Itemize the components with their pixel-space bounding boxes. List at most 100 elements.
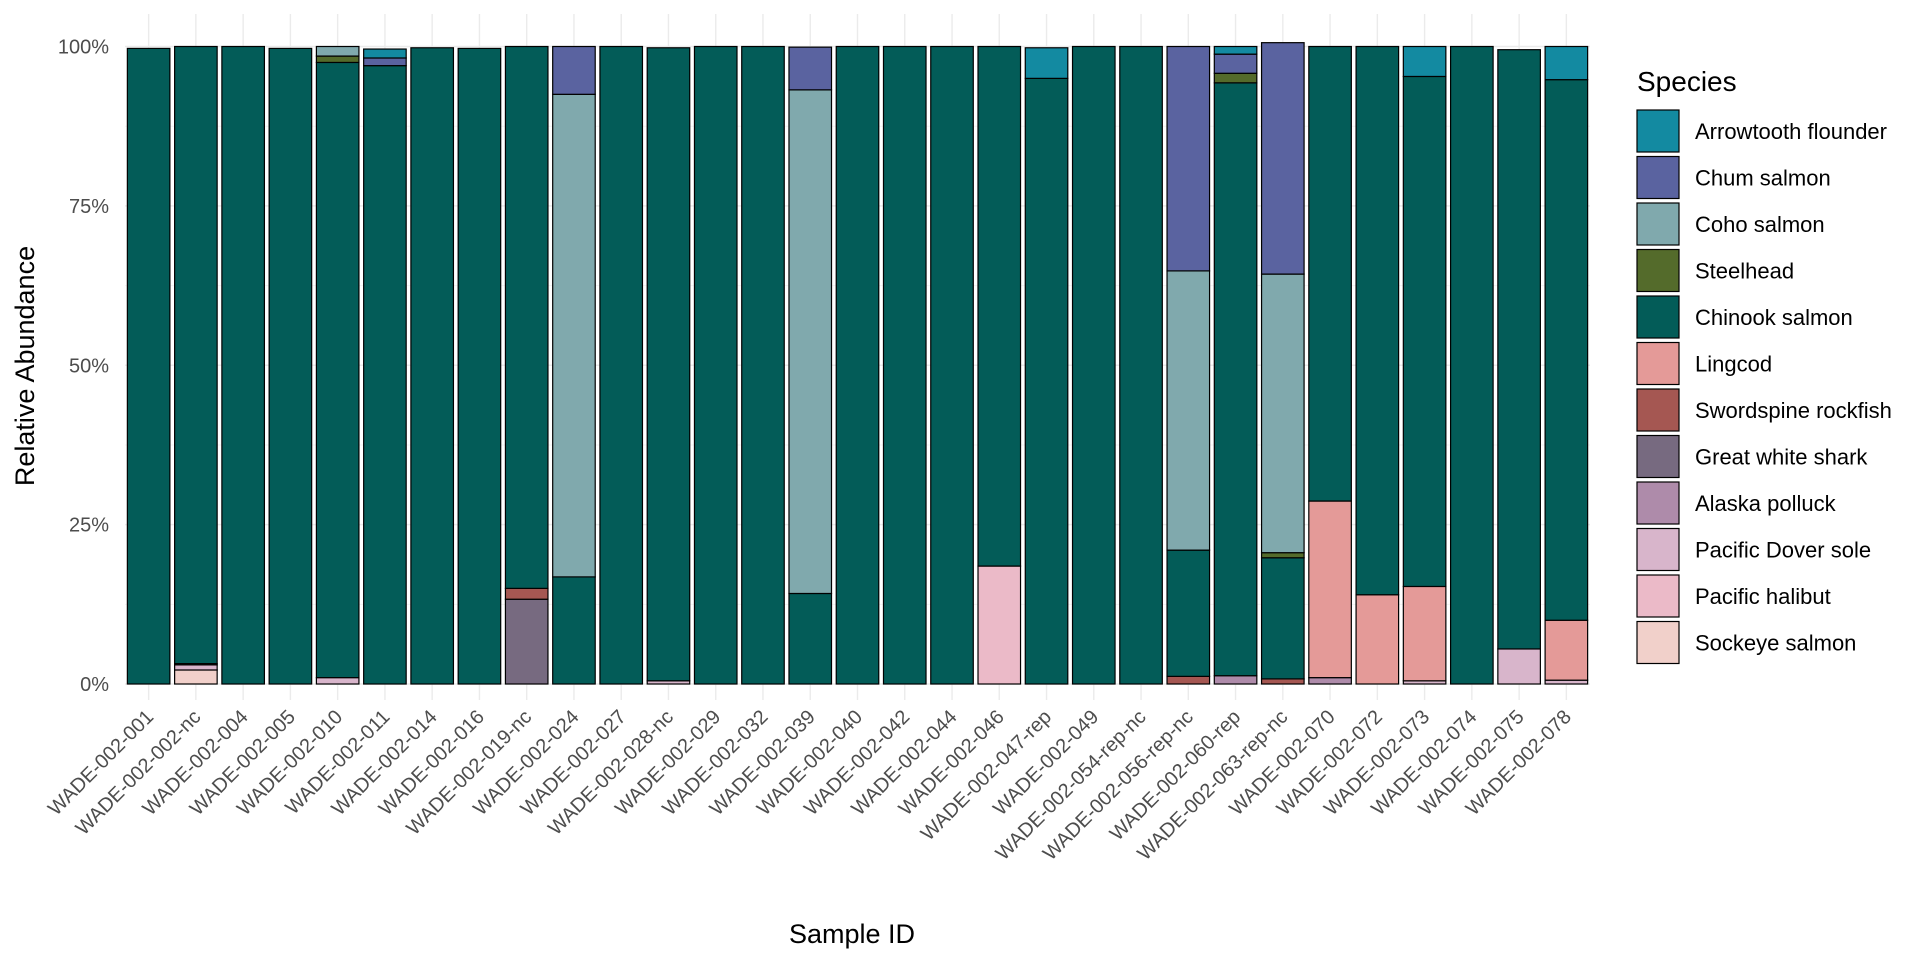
bar-segment	[882, 45, 927, 685]
bar-segment	[363, 65, 407, 685]
legend-title: Species	[1637, 66, 1737, 97]
bar-segment	[552, 93, 596, 578]
bar-stack	[788, 46, 833, 685]
bar-stack	[882, 45, 927, 685]
bar-segment	[315, 61, 360, 679]
bar-stack	[930, 45, 974, 685]
bar-segment	[315, 55, 360, 64]
legend-key	[1636, 109, 1680, 153]
bar-stack	[1308, 45, 1352, 685]
bar-segment	[1071, 45, 1116, 685]
bar-stack	[1260, 42, 1305, 685]
legend-key	[1636, 620, 1680, 665]
bar-stack	[315, 45, 360, 685]
legend-label: Coho salmon	[1695, 212, 1825, 237]
bar-segment	[1544, 619, 1589, 681]
legend-key	[1636, 341, 1680, 386]
bar-stack	[1119, 45, 1163, 685]
legend-label: Steelhead	[1695, 259, 1794, 284]
bar-stack	[457, 47, 502, 685]
bar-segment	[788, 592, 833, 685]
bar-segment	[126, 47, 171, 685]
y-axis-title: Relative Abundance	[10, 246, 40, 486]
bar-segment	[504, 45, 549, 589]
bar-segment	[741, 45, 785, 685]
legend-label: Pacific halibut	[1695, 584, 1831, 609]
bar-stack	[741, 45, 785, 685]
legend-label: Lingcod	[1695, 352, 1772, 377]
legend-key	[1636, 388, 1680, 432]
bar-segment	[1119, 45, 1163, 685]
bar-stack	[363, 48, 407, 685]
bar-segment	[1213, 72, 1258, 84]
bar-segment	[1213, 45, 1258, 55]
bar-segment	[552, 45, 596, 95]
bar-stack	[835, 45, 880, 685]
bar-segment	[174, 45, 218, 665]
bar-stack	[126, 47, 171, 685]
bar-stack	[552, 45, 596, 685]
bar-segment	[599, 45, 644, 685]
bar-stack	[504, 45, 549, 685]
bar-segment	[1166, 675, 1211, 685]
bar-segment	[788, 46, 833, 91]
legend-label: Chinook salmon	[1695, 305, 1853, 330]
y-axis: 0% 25% 50% 75% 100%	[58, 37, 109, 697]
bar-segment	[1024, 77, 1069, 685]
bar-segment	[977, 565, 1022, 685]
y-tick-label: 100%	[58, 37, 109, 59]
bar-segment	[1213, 53, 1258, 74]
bar-stack	[221, 45, 266, 685]
bar-segment	[504, 598, 549, 685]
x-axis: WADE-002-001WADE-002-002-ncWADE-002-004W…	[44, 706, 1576, 865]
bar-segment	[977, 45, 1022, 567]
bar-segment	[1402, 45, 1447, 78]
legend-label: Great white shark	[1695, 445, 1868, 470]
bar-segment	[1213, 82, 1258, 677]
bar-segment	[646, 47, 691, 682]
bar-segment	[1024, 47, 1069, 79]
y-tick-label: 50%	[69, 355, 109, 377]
bar-stack	[977, 45, 1022, 685]
bar-stack	[1497, 49, 1541, 685]
legend-label: Swordspine rockfish	[1695, 398, 1892, 423]
bar-segment	[1260, 42, 1305, 275]
y-tick-label: 0%	[80, 674, 109, 696]
bar-segment	[268, 47, 313, 685]
bar-segment	[1260, 552, 1305, 559]
bar-segment	[930, 45, 974, 685]
bar-segment	[1166, 45, 1211, 272]
bar-segment	[1260, 678, 1305, 685]
bar-segment	[1260, 273, 1305, 554]
bar-segment	[315, 45, 360, 57]
bar-stacks	[126, 42, 1589, 685]
bar-stack	[268, 47, 313, 685]
bar-stack	[599, 45, 644, 685]
bar-segment	[174, 669, 218, 685]
bar-segment	[1544, 45, 1589, 81]
bar-segment	[1166, 270, 1211, 551]
bar-stack	[1071, 45, 1116, 685]
legend-label: Pacific Dover sole	[1695, 538, 1871, 563]
legend-label: Chum salmon	[1695, 166, 1831, 191]
bar-segment	[221, 45, 266, 685]
bar-segment	[552, 576, 596, 685]
bar-segment	[363, 48, 407, 59]
bar-segment	[174, 664, 218, 671]
legend-label: Alaska polluck	[1695, 491, 1837, 516]
bar-stack	[646, 47, 691, 685]
bar-segment	[1402, 75, 1447, 588]
y-tick-label: 25%	[69, 515, 109, 537]
bar-segment	[410, 47, 455, 685]
legend-key	[1636, 295, 1680, 339]
bar-segment	[1402, 585, 1447, 682]
bar-segment	[1308, 677, 1352, 685]
bar-stack	[1544, 45, 1589, 685]
legend-key	[1636, 434, 1680, 479]
x-axis-title: Sample ID	[789, 919, 915, 949]
bar-segment	[788, 89, 833, 595]
bar-stack	[1402, 45, 1447, 685]
bar-stack	[410, 47, 455, 685]
